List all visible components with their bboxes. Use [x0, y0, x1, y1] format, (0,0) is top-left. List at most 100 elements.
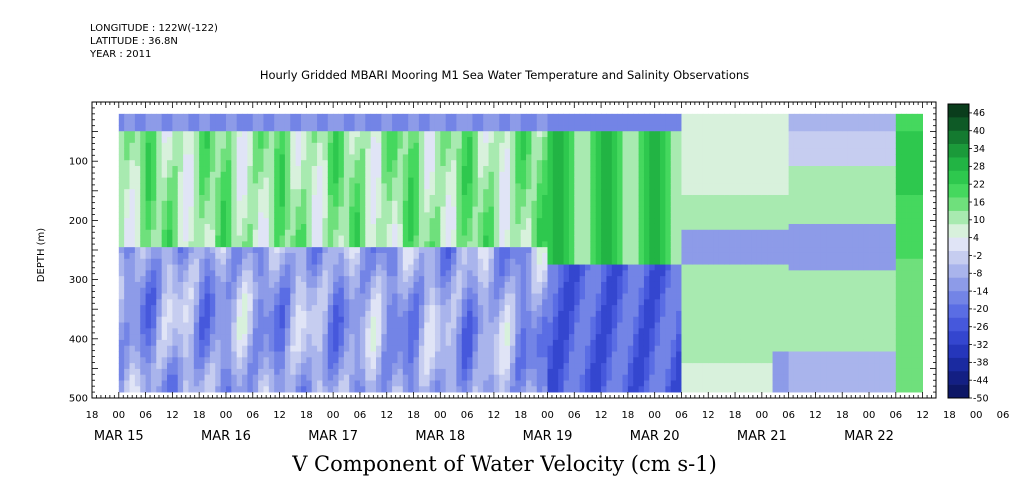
heatmap-cell — [392, 270, 398, 277]
heatmap-cell — [477, 258, 484, 265]
heatmap-cell — [199, 351, 205, 358]
heatmap-cell — [118, 247, 125, 254]
heatmap-cell — [493, 351, 500, 358]
heatmap-cell — [279, 293, 286, 300]
heatmap-cell — [376, 322, 382, 329]
heatmap-cell — [317, 200, 323, 207]
heatmap-cell — [381, 252, 388, 260]
heatmap-cell — [477, 310, 484, 318]
heatmap-cell — [595, 281, 602, 289]
heatmap-cell — [477, 270, 484, 277]
heatmap-cell — [520, 380, 527, 387]
heatmap-cell — [225, 194, 232, 202]
heatmap-cell — [311, 351, 318, 358]
heatmap-cell — [306, 270, 313, 277]
heatmap-cell — [627, 113, 634, 121]
heatmap-cell — [284, 154, 291, 161]
heatmap-cell — [627, 281, 634, 289]
heatmap-cell — [392, 287, 398, 294]
heatmap-cell — [295, 281, 302, 289]
heatmap-cell — [504, 252, 511, 260]
heatmap-cell — [338, 154, 345, 161]
heatmap-cell — [654, 113, 661, 121]
heatmap-cell — [295, 334, 302, 341]
heatmap-cell — [204, 293, 211, 300]
heatmap-cell — [290, 299, 297, 306]
heatmap-cell — [274, 177, 280, 184]
heatmap-cell — [488, 276, 495, 283]
heatmap-cell — [536, 241, 543, 248]
heatmap-cell — [279, 287, 286, 294]
heatmap-cell — [172, 218, 179, 225]
heatmap-cell — [199, 357, 205, 364]
heatmap-cell — [440, 194, 447, 202]
heatmap-cell — [263, 368, 270, 376]
heatmap-cell — [134, 281, 141, 289]
heatmap-cell — [140, 252, 146, 260]
heatmap-cell — [359, 351, 366, 358]
heatmap-cell — [434, 316, 441, 323]
heatmap-cell — [300, 310, 307, 318]
heatmap-cell — [488, 316, 495, 323]
heatmap-cell — [456, 374, 463, 381]
heatmap-cell — [129, 357, 136, 364]
heatmap-cell — [413, 247, 420, 254]
heatmap-cell — [451, 328, 457, 335]
heatmap-cell — [622, 339, 629, 347]
heatmap-cell — [338, 299, 345, 306]
heatmap-cell — [472, 206, 479, 213]
heatmap-cell — [134, 200, 141, 207]
heatmap-cell — [654, 223, 661, 231]
heatmap-cell — [177, 380, 184, 387]
heatmap-cell — [290, 125, 297, 132]
heatmap-cell — [386, 125, 393, 132]
heatmap-cell — [424, 380, 430, 387]
heatmap-cell — [552, 137, 559, 144]
heatmap-cell — [520, 183, 527, 190]
heatmap-cell — [284, 212, 291, 219]
heatmap-cell — [622, 380, 629, 387]
heatmap-cell — [563, 270, 570, 277]
heatmap-cell — [483, 339, 489, 347]
heatmap-cell — [601, 241, 607, 248]
heatmap-cell — [199, 229, 205, 236]
heatmap-cell — [220, 113, 227, 121]
heatmap-cell — [134, 247, 141, 254]
heatmap-cell — [258, 386, 264, 393]
heatmap-cell — [397, 270, 404, 277]
heatmap-cell — [499, 380, 506, 387]
heatmap-cell — [268, 252, 275, 260]
heatmap-cell — [172, 183, 179, 190]
heatmap-cell — [177, 148, 184, 155]
heatmap-cell — [536, 293, 543, 300]
heatmap-cell — [531, 264, 538, 271]
heatmap-cell — [129, 339, 136, 347]
heatmap-cell — [413, 357, 420, 364]
heatmap-cell — [365, 212, 372, 219]
heatmap-cell — [397, 200, 404, 207]
heatmap-cell — [209, 386, 216, 393]
heatmap-cell — [359, 194, 366, 202]
heatmap-cell — [274, 299, 280, 306]
heatmap-cell — [568, 380, 575, 387]
heatmap-cell — [649, 131, 656, 138]
heatmap-cell — [290, 276, 297, 283]
heatmap-cell — [413, 235, 420, 242]
heatmap-cell — [279, 125, 286, 132]
heatmap-cell — [354, 316, 361, 323]
heatmap-cell — [263, 328, 270, 335]
heatmap-cell — [204, 212, 211, 219]
heatmap-cell — [499, 131, 506, 138]
heatmap-cell — [526, 345, 532, 352]
heatmap-cell — [150, 212, 157, 219]
heatmap-cell — [279, 334, 286, 341]
heatmap-cell — [649, 380, 656, 387]
heatmap-cell — [124, 357, 130, 364]
heatmap-cell — [376, 276, 382, 283]
heatmap-cell — [376, 287, 382, 294]
heatmap-cell — [274, 328, 280, 335]
heatmap-cell — [188, 171, 195, 179]
heatmap-cell — [209, 241, 216, 248]
heatmap-cell — [627, 374, 634, 381]
heatmap-cell — [660, 189, 666, 196]
